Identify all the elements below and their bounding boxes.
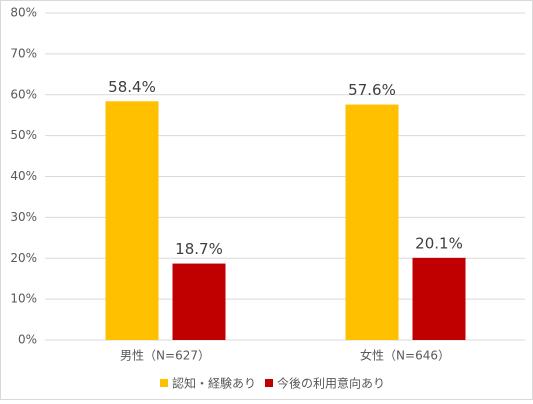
y-tick-label: 80% bbox=[10, 6, 37, 20]
y-tick-label: 20% bbox=[10, 251, 37, 265]
y-tick-label: 0% bbox=[18, 333, 37, 347]
bar bbox=[345, 104, 399, 340]
bar bbox=[172, 263, 226, 340]
value-label: 58.4% bbox=[108, 78, 156, 96]
y-tick-label: 60% bbox=[10, 87, 37, 101]
legend-swatch bbox=[160, 379, 168, 387]
y-tick-label: 10% bbox=[10, 292, 37, 306]
y-tick-label: 70% bbox=[10, 46, 37, 60]
x-tick-label: 女性（N=646） bbox=[360, 348, 450, 363]
legend-label: 認知・経験あり bbox=[172, 376, 256, 391]
y-tick-label: 50% bbox=[10, 128, 37, 142]
bar bbox=[412, 257, 466, 340]
legend-swatch bbox=[265, 379, 273, 387]
value-label: 20.1% bbox=[415, 234, 463, 252]
y-tick-label: 30% bbox=[10, 210, 37, 224]
legend-label: 今後の利用意向あり bbox=[277, 376, 385, 391]
x-tick-label: 男性（N=627） bbox=[120, 349, 210, 363]
bar bbox=[105, 101, 159, 340]
y-tick-label: 40% bbox=[10, 169, 37, 183]
value-label: 57.6% bbox=[348, 81, 396, 99]
value-label: 18.7% bbox=[175, 240, 223, 258]
